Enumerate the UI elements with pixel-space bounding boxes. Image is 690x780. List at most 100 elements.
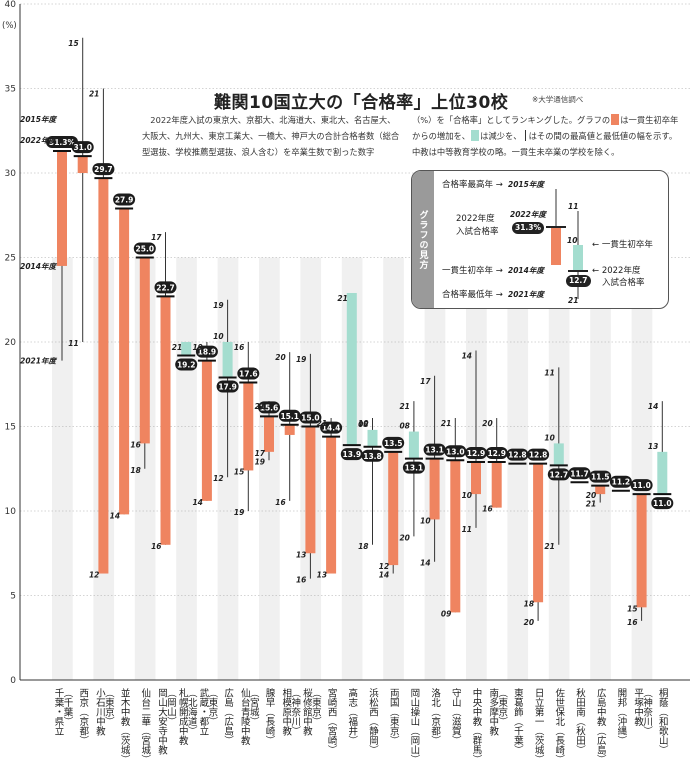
school-name: 開邦（沖縄） [615, 688, 627, 745]
school-name: 南多摩中教 [487, 687, 499, 736]
rate-bar [408, 431, 419, 459]
min-year-label: 20 [399, 533, 409, 542]
school-name: 佐世保北（長崎） [553, 687, 565, 764]
y-tick-label: 10 [5, 507, 17, 517]
first-year-label: 13 [648, 442, 658, 451]
legend-min-year-value: 2021年度 [508, 290, 544, 299]
rate-bar [326, 436, 337, 574]
school-name: 中央中教（群馬） [471, 687, 483, 764]
max-year-label: 10 [358, 419, 368, 428]
school-name: 平塚中教 [632, 688, 644, 727]
min-year-label: 16 [296, 576, 306, 585]
value-pill [485, 446, 508, 459]
value-label: 12.7 [550, 470, 569, 479]
range-line-swatch [524, 130, 526, 141]
value-pill [113, 193, 136, 206]
school-name: 札幌開成中教 [177, 687, 189, 746]
school-name: 浜松西（静岡） [367, 688, 379, 755]
legend-max-year-value: 2015年度 [508, 180, 544, 189]
max-year-label: 21 [255, 402, 265, 411]
school-name: 岡山操山（岡山） [408, 688, 420, 764]
legend-box: グラフの見方 合格率最高年 → 2015年度 2022年度 入試合格率 2022… [411, 170, 669, 309]
school-name: 岡山大安寺中教 [156, 688, 168, 755]
school-name: 西京（京都） [77, 688, 89, 745]
min-year-label: 13 [317, 571, 327, 580]
max-year-label: 15 [68, 39, 78, 48]
min-year-label: 14 [110, 511, 120, 520]
value-pill [444, 445, 467, 458]
y-tick-label: 20 [5, 338, 17, 348]
value-pill [465, 446, 487, 459]
school-name: （宮城） [248, 688, 260, 726]
legend-first-year-value: 2014年度 [508, 266, 544, 275]
rate-bar [346, 292, 357, 446]
rate-bar [636, 494, 647, 608]
min-year-label: 12 [213, 474, 223, 483]
min-year-label: 09 [441, 609, 451, 618]
max-year-label: 21 [317, 419, 327, 428]
legend-max-year-label: 合格率最高年 → [442, 180, 503, 190]
min-year-label: 14 [420, 559, 430, 568]
school-name: 小石川中教 [94, 688, 106, 736]
max-year-label: 21 [89, 90, 99, 99]
value-label: 13.9 [343, 450, 362, 459]
min-year-label: 21 [544, 542, 554, 551]
school-name: 仙台青陵中教 [239, 687, 251, 746]
value-label: 15.0 [301, 414, 320, 423]
max-year-label: 21 [337, 294, 347, 303]
first-year-label: 08 [358, 420, 368, 429]
value-label: 11.7 [570, 469, 589, 478]
rate-bar [160, 296, 171, 545]
min-year-label: 19 [234, 508, 244, 517]
min-year-label: 20 [524, 618, 534, 627]
rate-bar [305, 426, 316, 554]
school-name: （神奈川） [289, 688, 301, 736]
school-name: （北海道） [186, 688, 198, 736]
value-label: 31.3% [49, 138, 76, 147]
max-year-label: 21 [399, 402, 409, 411]
chart-title: 難関10国立大の「合格率」上位30校 [214, 93, 509, 113]
value-pill [195, 345, 218, 358]
column-band [590, 257, 611, 680]
school-name: 日立第一（茨城） [533, 688, 545, 764]
first-year-label: 15 [234, 467, 244, 476]
rate-bar [491, 461, 502, 508]
value-label: 15.1 [280, 412, 299, 421]
value-pill [609, 475, 632, 488]
value-pill [299, 411, 322, 424]
value-pill [175, 358, 198, 371]
rate-bar [77, 156, 88, 173]
value-pill [216, 380, 239, 393]
school-name: 広島中教（広島） [595, 687, 607, 764]
value-label: 12.8 [529, 451, 548, 460]
y-tick-label: 35 [5, 85, 16, 95]
desc-part-6: 中教は中等教育学校の略。一貫生未卒業の学校を除く。 [412, 147, 620, 157]
max-year-label: 19 [213, 301, 223, 310]
legend-first-year-label: 一貫生初卒年 → [442, 266, 503, 276]
school-name: 腺早（長崎） [264, 687, 276, 745]
value-pill [630, 479, 653, 492]
value-pill [154, 281, 177, 294]
value-label: 13.5 [384, 439, 403, 448]
min-year-label: 11 [462, 525, 472, 534]
value-label: 11.0 [653, 499, 672, 508]
legend-right-rate-1: ← 2022年度 [592, 266, 641, 276]
value-pill [423, 443, 446, 456]
value-label: 13.1 [405, 464, 424, 473]
value-pill [651, 497, 674, 510]
max-year-label: 19 [296, 355, 306, 364]
legend-example-mid: 10 [567, 236, 578, 245]
value-label: 22.7 [156, 283, 175, 292]
value-label: 19.2 [177, 361, 196, 370]
rate-bar [367, 429, 378, 447]
first-year-label: 20 [586, 491, 596, 500]
first-year-label: 10 [213, 332, 223, 341]
value-label: 27.9 [115, 195, 134, 204]
value-pill [71, 141, 94, 154]
first-year-label: 18 [524, 599, 534, 608]
y-axis-unit: (%) [2, 21, 17, 31]
value-label: 14.4 [322, 424, 341, 433]
max-year-label: 21 [441, 419, 451, 428]
increase-swatch [611, 114, 620, 125]
value-label: 12.9 [467, 449, 486, 458]
